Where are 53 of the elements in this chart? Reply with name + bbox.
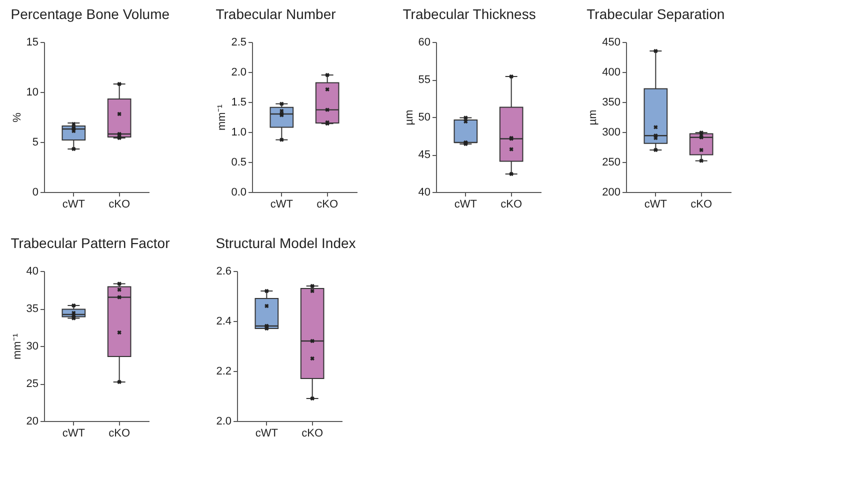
y-tick-label: 0.0 [231,186,246,198]
chart-title: Trabecular Pattern Factor [10,235,170,251]
chart-title: Trabecular Thickness [402,6,536,22]
y-tick-label: 300 [602,126,620,138]
y-tick-label: 55 [418,74,430,86]
y-tick-label: 450 [602,36,620,48]
y-tick-label: 350 [602,96,620,108]
y-tick-label: 10 [26,86,38,98]
y-tick-label: 1.0 [231,126,246,138]
x-tick-label: cKO [316,198,338,210]
x-tick-label: cKO [302,428,324,440]
y-axis-title: µm [587,110,600,126]
y-tick-label: 15 [26,36,38,48]
y-tick-label: 40 [418,186,430,198]
y-tick-label: 35 [26,303,38,315]
y-tick-label: 250 [602,156,620,168]
y-tick-label: 2.0 [231,66,246,78]
y-axis-title: mm⁻¹ [11,333,24,360]
y-tick-label: 50 [418,112,430,124]
x-tick-label: cWT [62,198,86,210]
y-tick-label: 2.2 [216,366,232,378]
x-tick-label: cKO [108,198,130,210]
chart-title: Percentage Bone Volume [10,6,170,22]
y-tick-label: 200 [602,186,620,198]
y-axis-title: mm⁻¹ [216,104,228,130]
x-tick-label: cWT [454,198,478,210]
x-tick-label: cWT [270,198,294,210]
y-tick-label: 60 [418,36,430,48]
y-tick-label: 400 [602,66,620,78]
x-tick-label: cWT [62,428,86,440]
x-tick-label: cWT [255,428,278,440]
y-tick-label: 2.0 [216,416,232,428]
y-tick-label: 0 [32,186,38,198]
y-tick-label: 30 [26,340,38,352]
x-tick-label: cKO [500,198,522,210]
y-tick-label: 2.5 [231,36,246,48]
y-tick-label: 25 [26,378,38,390]
y-axis-title: µm [403,110,416,126]
y-tick-label: 45 [418,149,430,161]
y-tick-label: 5 [32,136,38,148]
y-tick-label: 0.5 [231,156,246,168]
y-tick-label: 2.6 [216,266,232,278]
y-tick-label: 1.5 [231,96,246,108]
y-axis-title: % [11,112,24,122]
chart-title: Trabecular Separation [586,6,725,22]
x-tick-label: cKO [690,198,712,210]
chart-title: Trabecular Number [216,6,336,22]
y-tick-label: 20 [26,416,38,428]
x-tick-label: cKO [108,428,130,440]
x-tick-label: cWT [644,198,668,210]
y-tick-label: 2.4 [216,316,232,328]
y-tick-label: 40 [26,266,38,278]
chart-title: Structural Model Index [216,235,356,251]
